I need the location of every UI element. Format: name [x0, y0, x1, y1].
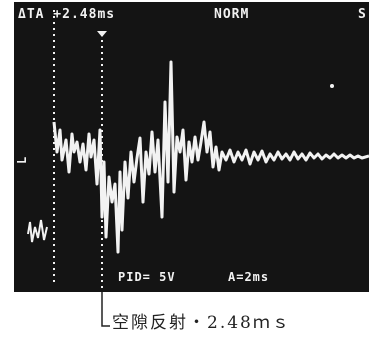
waveform-trace: L — [15, 10, 369, 292]
time-division-readout: A=2ms — [228, 270, 270, 284]
delta-time-readout: ΔTA +2.48ms — [18, 7, 116, 22]
corner-readout: S — [358, 7, 367, 22]
cursor-label: L — [15, 157, 29, 164]
pre-trigger-noise — [27, 219, 48, 243]
pin-voltage-readout: PID= 5V — [118, 270, 176, 284]
figure-caption: 空隙反射・2.48ｍｓ — [112, 313, 291, 333]
trigger-mode-readout: NORM — [214, 7, 250, 22]
oscilloscope-screen: ΔTA +2.48ms NORM S L PID= 5V A=2ms — [14, 2, 369, 292]
cursor-marker-icon — [97, 31, 107, 37]
